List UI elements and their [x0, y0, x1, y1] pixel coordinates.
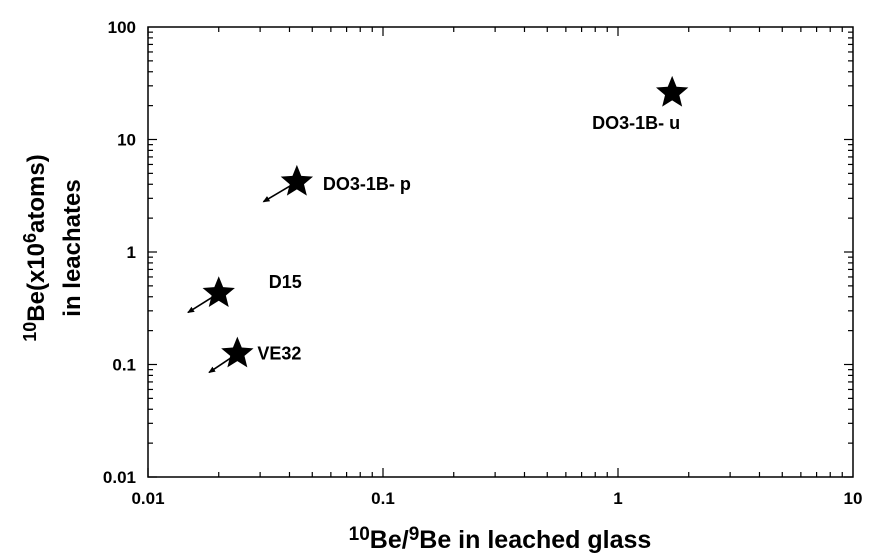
- y-axis-title: 10Be(x106atoms) in leachates: [20, 154, 86, 341]
- x-axis-title-rest: Be in leached glass: [419, 526, 651, 554]
- data-point-star: [655, 75, 689, 107]
- data-point-label: D15: [269, 272, 302, 292]
- x-tick-label: 0.1: [371, 489, 395, 508]
- y-axis-title-mid: Be(x10: [23, 243, 50, 322]
- y-axis-title-sup2: 6: [20, 233, 40, 243]
- x-tick-label: 0.01: [131, 489, 164, 508]
- x-axis-title-mid1: Be/: [370, 526, 409, 554]
- x-tick-label: 10: [844, 489, 863, 508]
- y-tick-label: 0.1: [112, 356, 136, 375]
- y-axis-title-sup1: 10: [20, 322, 40, 342]
- axis-tick-labels: 0.01 0.1 1 10 0.01 0.1 1 10 100: [103, 18, 863, 508]
- x-axis-title: 10Be/9Be in leached glass: [349, 524, 652, 554]
- plot-frame: [147, 26, 854, 478]
- data-point-star: [280, 164, 314, 196]
- data-point-label: VE32: [257, 344, 301, 364]
- y-axis-title-line1: 10Be(x106atoms): [20, 154, 50, 341]
- data-point-star: [202, 276, 235, 307]
- y-tick-label: 0.01: [103, 468, 136, 487]
- data-point-label: DO3-1B- u: [592, 113, 680, 133]
- axis-ticks: [147, 27, 853, 478]
- y-tick-label: 1: [127, 243, 136, 262]
- data-point-star: [221, 336, 254, 368]
- x-tick-label: 1: [613, 489, 622, 508]
- y-tick-label: 10: [117, 131, 136, 150]
- y-axis-title-rest: atoms): [23, 154, 50, 233]
- y-tick-label: 100: [108, 18, 136, 37]
- x-axis-title-sup2: 9: [409, 524, 420, 545]
- y-axis-title-line2: in leachates: [59, 179, 86, 316]
- data-points: DO3-1B- u DO3-1B- p D15 VE32: [187, 75, 689, 374]
- data-point-label: DO3-1B- p: [323, 174, 411, 194]
- x-axis-title-sup1: 10: [349, 524, 370, 545]
